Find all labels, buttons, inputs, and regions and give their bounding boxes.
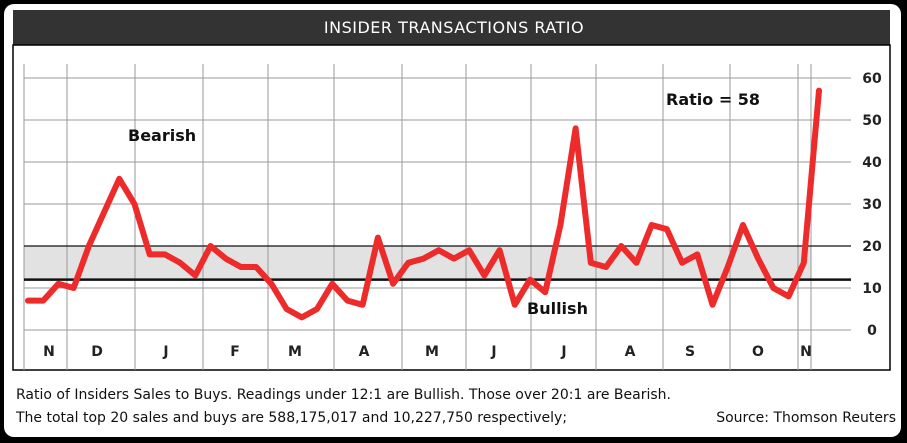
x-tick-label: A bbox=[625, 344, 636, 360]
chart-frame: INSIDER TRANSACTIONS RATIO N D J F M A M J J A S O N… bbox=[4, 4, 901, 437]
data-point bbox=[406, 260, 411, 265]
x-tick-label: A bbox=[359, 344, 370, 360]
caption-line-2-wrapper: The total top 20 sales and buys are 588,… bbox=[16, 410, 896, 426]
y-tick-label: 10 bbox=[862, 281, 882, 297]
bearish-annotation: Bearish bbox=[128, 126, 196, 145]
x-tick-label: O bbox=[752, 344, 764, 360]
data-point bbox=[330, 281, 335, 286]
data-point bbox=[603, 264, 609, 270]
data-point bbox=[238, 264, 244, 270]
x-tick-label: N bbox=[43, 344, 55, 360]
data-point bbox=[619, 243, 624, 249]
x-tick-label: J bbox=[560, 344, 566, 360]
data-point bbox=[497, 248, 502, 253]
data-point bbox=[162, 252, 168, 257]
data-point bbox=[117, 176, 122, 181]
data-point bbox=[41, 298, 46, 303]
data-point bbox=[223, 256, 228, 261]
bullish-annotation: Bullish bbox=[527, 299, 588, 318]
y-tick-labels: 0 10 20 30 40 50 60 bbox=[862, 71, 882, 339]
data-point bbox=[177, 260, 183, 265]
data-point bbox=[542, 290, 548, 295]
data-point bbox=[527, 277, 533, 282]
x-tick-label: N bbox=[800, 344, 812, 360]
source-credit: Source: Thomson Reuters bbox=[716, 410, 896, 426]
data-point bbox=[375, 235, 381, 240]
x-tick-label: M bbox=[288, 344, 302, 360]
y-tick-label: 20 bbox=[862, 239, 882, 255]
data-point bbox=[634, 260, 639, 265]
x-tick-label: S bbox=[685, 344, 695, 360]
x-tick-label: J bbox=[162, 344, 168, 360]
data-point bbox=[147, 252, 152, 257]
data-point bbox=[695, 252, 700, 257]
data-point bbox=[482, 273, 487, 278]
data-point bbox=[208, 243, 213, 249]
data-point bbox=[345, 298, 350, 303]
ratio-annotation: Ratio = 58 bbox=[666, 90, 760, 109]
y-tick-label: 0 bbox=[867, 323, 877, 339]
chart-title: INSIDER TRANSACTIONS RATIO bbox=[324, 18, 584, 37]
caption-line-1: Ratio of Insiders Sales to Buys. Reading… bbox=[16, 387, 671, 403]
series-layer bbox=[25, 87, 822, 321]
data-point bbox=[436, 248, 441, 253]
data-point bbox=[132, 201, 137, 207]
data-point bbox=[558, 222, 563, 228]
data-point bbox=[56, 281, 61, 286]
data-point bbox=[269, 281, 274, 286]
data-point bbox=[360, 302, 365, 307]
data-point bbox=[451, 256, 457, 261]
data-point bbox=[314, 306, 320, 312]
data-point bbox=[573, 126, 578, 131]
data-point bbox=[253, 264, 259, 270]
x-tick-label: F bbox=[230, 344, 240, 360]
data-point bbox=[71, 285, 76, 291]
data-point bbox=[101, 210, 107, 215]
chart: INSIDER TRANSACTIONS RATIO N D J F M A M J J A S O N… bbox=[12, 10, 891, 371]
reference-lines bbox=[24, 245, 851, 281]
data-point bbox=[801, 260, 806, 265]
data-point bbox=[421, 256, 426, 261]
data-point bbox=[588, 260, 594, 265]
data-point bbox=[771, 285, 776, 291]
y-tick-label: 30 bbox=[862, 197, 882, 213]
data-point bbox=[466, 248, 472, 253]
data-point bbox=[664, 227, 670, 232]
data-point bbox=[755, 256, 761, 261]
grid bbox=[23, 64, 851, 370]
title-bar bbox=[13, 10, 890, 45]
y-tick-label: 60 bbox=[862, 71, 882, 87]
data-point bbox=[512, 302, 517, 307]
data-point bbox=[679, 260, 685, 265]
data-point bbox=[86, 243, 92, 249]
data-point bbox=[816, 88, 822, 93]
data-point bbox=[740, 222, 746, 228]
y-tick-label: 40 bbox=[862, 155, 882, 171]
x-tick-label: M bbox=[425, 344, 439, 360]
data-point bbox=[193, 273, 198, 278]
data-point bbox=[725, 264, 730, 270]
caption-line-2: The total top 20 sales and buys are 588,… bbox=[16, 410, 568, 426]
data-point bbox=[284, 306, 289, 312]
data-point bbox=[710, 302, 715, 307]
data-point bbox=[299, 315, 305, 320]
y-tick-label: 50 bbox=[862, 113, 882, 129]
data-point bbox=[786, 294, 791, 299]
data-point bbox=[649, 222, 654, 228]
x-tick-label: J bbox=[490, 344, 496, 360]
data-point bbox=[390, 281, 396, 286]
x-tick-label: D bbox=[91, 344, 103, 360]
plot-border bbox=[12, 44, 891, 371]
data-point bbox=[25, 298, 31, 303]
